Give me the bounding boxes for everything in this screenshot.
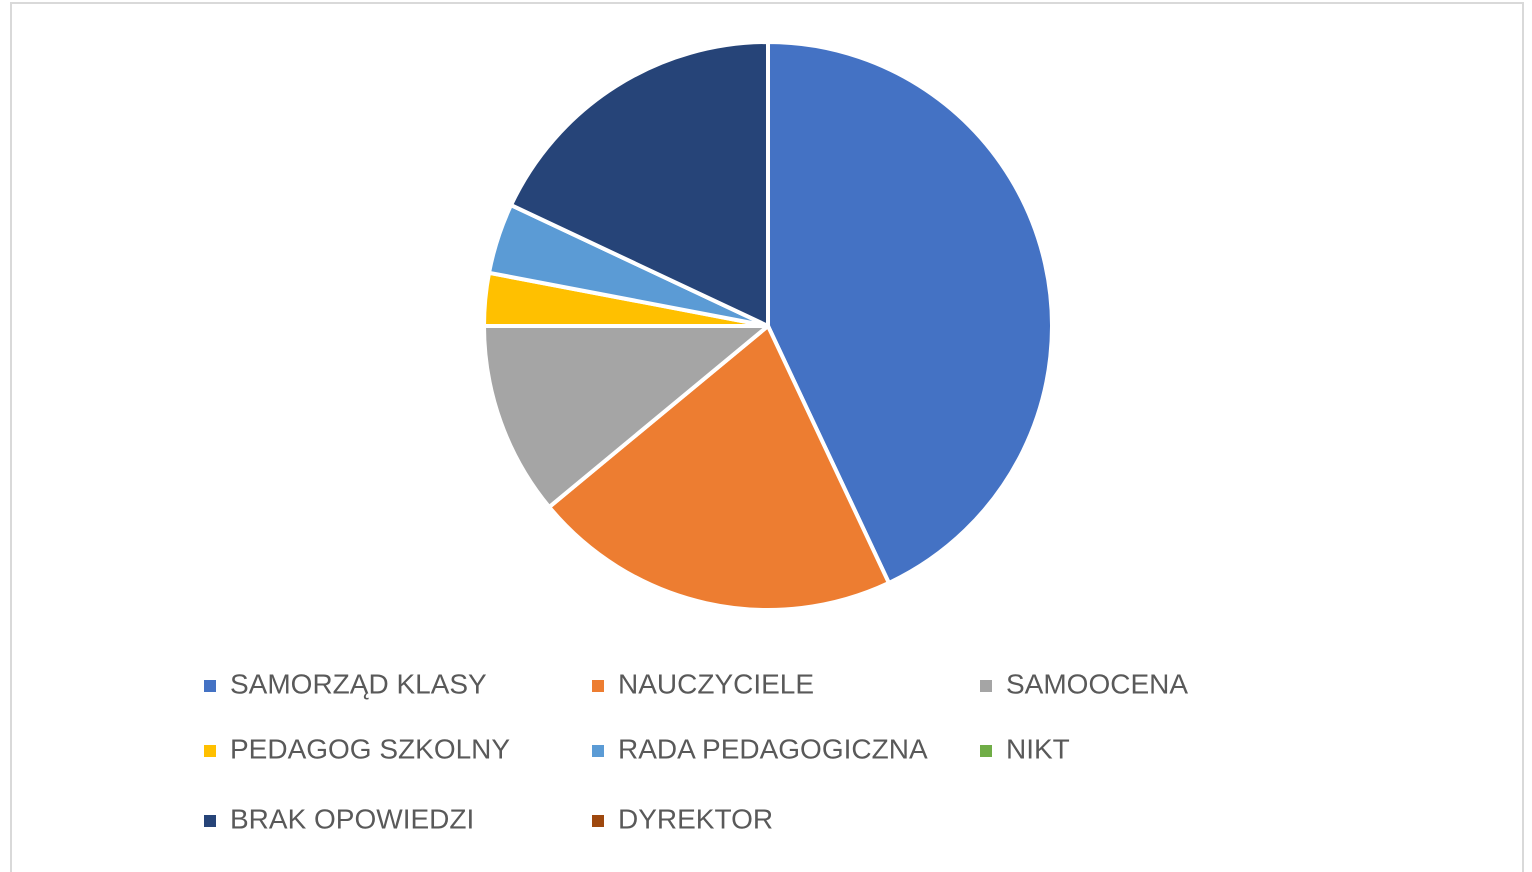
legend-swatch — [980, 745, 992, 757]
pie-slice — [547, 324, 891, 612]
legend-swatch — [204, 680, 216, 692]
legend-swatch — [592, 745, 604, 757]
legend-label: DYREKTOR — [618, 803, 773, 834]
legend-label: PEDAGOG SZKOLNY — [230, 733, 510, 764]
legend-label: NIKT — [1006, 733, 1070, 764]
legend-swatch — [980, 680, 992, 692]
pie-slice — [509, 40, 770, 328]
legend-label: BRAK OPOWIEDZI — [230, 803, 474, 834]
legend-label: RADA PEDAGOGICZNA — [618, 733, 928, 764]
pie-slice — [482, 324, 770, 510]
legend-label: NAUCZYCIELE — [618, 668, 814, 699]
legend-swatch — [204, 815, 216, 827]
legend-swatch — [592, 815, 604, 827]
legend-label: SAMOOCENA — [1006, 668, 1188, 699]
legend-label: SAMORZĄD KLASY — [230, 668, 487, 699]
legend-swatch — [204, 745, 216, 757]
legend-swatch — [592, 680, 604, 692]
pie-slice — [766, 40, 1054, 585]
